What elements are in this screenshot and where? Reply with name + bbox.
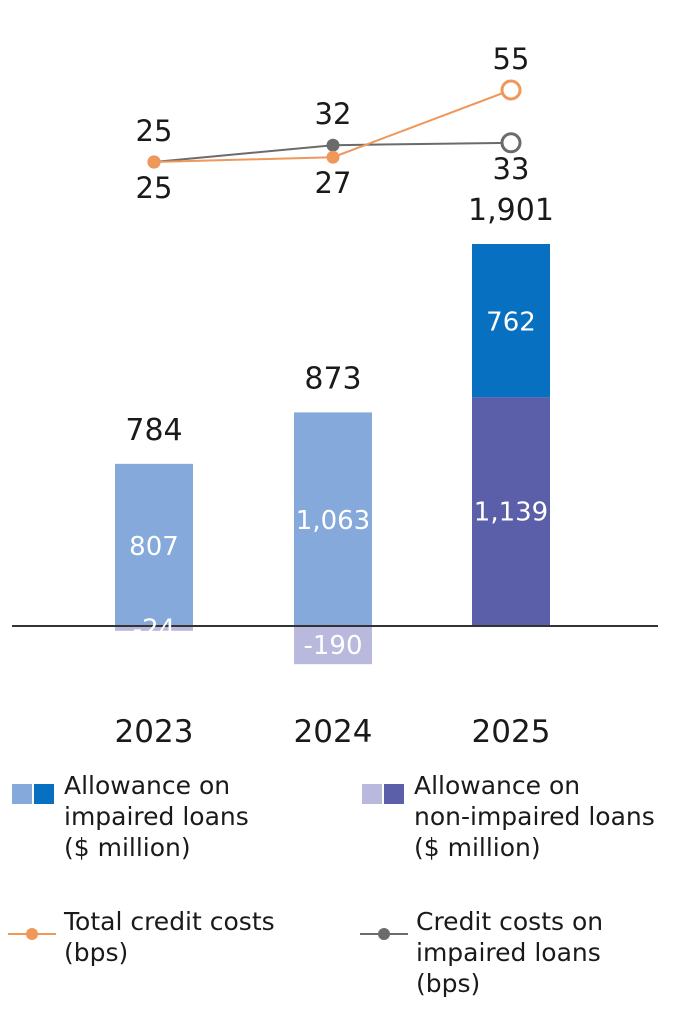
x-tick-label-2025: 2025 bbox=[472, 714, 551, 750]
data-label-impaired-2023: 807 bbox=[129, 532, 179, 562]
legend: Allowance on impaired loans ($ million) … bbox=[0, 770, 676, 1030]
legend-swatch-light bbox=[12, 784, 32, 804]
legend-swatch-dark bbox=[34, 784, 54, 804]
legend-swatch-light bbox=[362, 784, 382, 804]
data-label-non-impaired-2023: -24 bbox=[133, 614, 175, 644]
total-label-2023: 784 bbox=[125, 413, 182, 448]
legend-label-line: Total credit costs bbox=[64, 907, 275, 936]
bar-non-impaired-2023 bbox=[115, 626, 193, 631]
legend-label-line: Allowance on bbox=[414, 771, 581, 800]
data-label-non-impaired-2025: 1,139 bbox=[474, 498, 548, 528]
line-point-impaired-credit-costs-2025 bbox=[500, 132, 522, 154]
data-label-non-impaired-2024: -190 bbox=[303, 631, 362, 661]
chart: 807 -24 1,063 -190 762 1,139 784 873 1,901 25 32… bbox=[12, 42, 658, 750]
line-label-impaired-credit-costs-2024: 32 bbox=[315, 97, 352, 131]
data-label-impaired-2025: 762 bbox=[486, 308, 536, 338]
legend-label-line: ($ million) bbox=[414, 833, 541, 862]
line-point-impaired-credit-costs-2024 bbox=[326, 138, 340, 152]
legend-label-line: non-impaired loans bbox=[414, 802, 655, 831]
line-label-impaired-credit-costs-2023: 25 bbox=[136, 114, 173, 148]
line-label-total-credit-costs-2023: 25 bbox=[136, 171, 173, 205]
line-label-layer: 25 32 33 25 27 55 bbox=[136, 42, 530, 205]
legend-line-marker bbox=[378, 928, 390, 940]
total-label-2024: 873 bbox=[304, 361, 361, 396]
legend-line-key bbox=[8, 928, 56, 940]
legend-label-line: Credit costs on bbox=[416, 907, 604, 936]
data-label-impaired-2024: 1,063 bbox=[296, 506, 370, 536]
bar-impaired-2023 bbox=[115, 463, 193, 626]
bar-non-impaired-2024 bbox=[294, 626, 372, 665]
line-label-impaired-credit-costs-2025: 33 bbox=[493, 152, 530, 186]
x-tick-label-2024: 2024 bbox=[294, 714, 373, 750]
legend-line-key bbox=[360, 928, 408, 940]
legend-label: Total credit costs (bps) bbox=[64, 906, 275, 968]
legend-line-marker bbox=[26, 928, 38, 940]
x-tick-label-2023: 2023 bbox=[115, 714, 194, 750]
legend-label-line: (bps) bbox=[64, 938, 129, 967]
legend-label: Allowance on impaired loans ($ million) bbox=[64, 770, 249, 863]
bar-impaired-2024 bbox=[294, 412, 372, 626]
legend-label: Allowance on non-impaired loans ($ milli… bbox=[414, 770, 655, 863]
line-point-total-credit-costs-2025 bbox=[500, 79, 522, 101]
line-point-total-credit-costs-2023 bbox=[147, 155, 161, 169]
legend-label: Credit costs on impaired loans (bps) bbox=[416, 906, 603, 999]
bar-non-impaired-2025 bbox=[472, 397, 550, 626]
legend-swatch-dark bbox=[384, 784, 404, 804]
legend-label-line: impaired loans bbox=[64, 802, 249, 831]
legend-label-line: ($ million) bbox=[64, 833, 191, 862]
bar-label-layer: 807 -24 1,063 -190 762 1,139 bbox=[129, 308, 548, 662]
bar-layer bbox=[115, 244, 550, 665]
line-point-total-credit-costs-2024 bbox=[326, 150, 340, 164]
line-label-total-credit-costs-2025: 55 bbox=[493, 42, 530, 76]
legend-label-line: impaired loans bbox=[416, 938, 601, 967]
total-label-layer: 784 873 1,901 bbox=[125, 193, 554, 448]
x-axis-tick-labels: 2023 2024 2025 bbox=[115, 714, 551, 750]
line-layer bbox=[147, 79, 522, 169]
line-label-total-credit-costs-2024: 27 bbox=[315, 166, 352, 200]
total-label-2025: 1,901 bbox=[468, 193, 554, 228]
legend-label-line: (bps) bbox=[416, 969, 481, 998]
legend-label-line: Allowance on bbox=[64, 771, 231, 800]
bar-impaired-2025 bbox=[472, 244, 550, 398]
